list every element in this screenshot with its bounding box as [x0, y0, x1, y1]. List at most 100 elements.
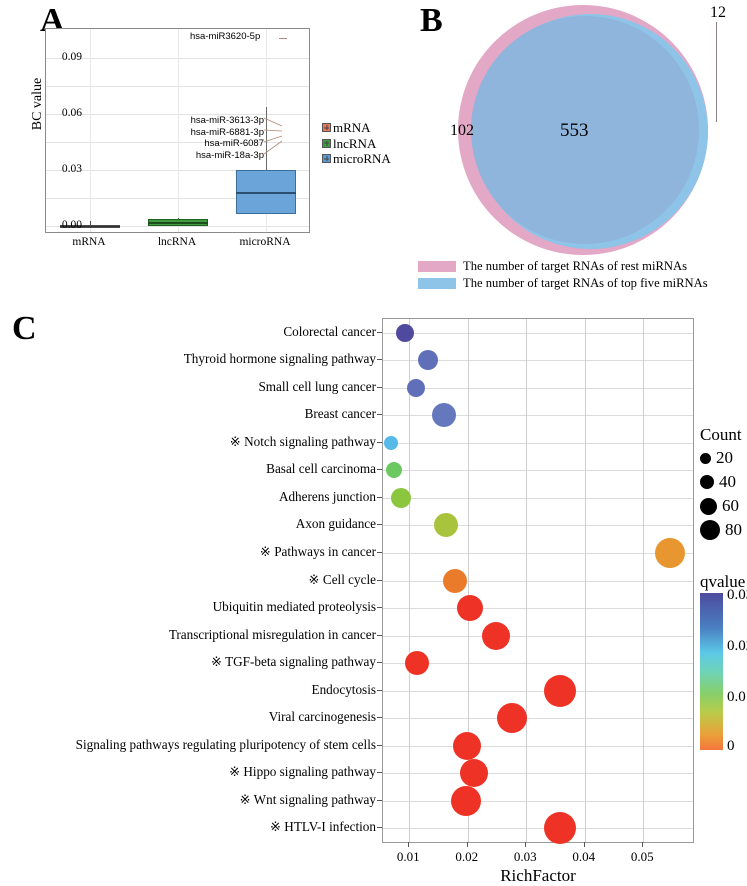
- axis-tick-mark: [408, 842, 410, 847]
- bubble-point[interactable]: [451, 785, 482, 816]
- bubble-point[interactable]: [390, 487, 411, 508]
- bubble-point[interactable]: [452, 731, 481, 760]
- gridline-h: [383, 470, 693, 472]
- axis-tick-mark: [377, 359, 382, 361]
- panel-b-venn: B 102 553 12 The number of target RNAs o…: [400, 0, 747, 300]
- legend-item-top-five: The number of target RNAs of top five mi…: [418, 275, 708, 292]
- qvalue-tick: 0.02: [727, 638, 747, 654]
- count-legend-item: 20: [700, 448, 742, 468]
- category-label: Breast cancer: [304, 406, 376, 422]
- gridline-h: [46, 58, 309, 59]
- venn-count-top-five: 12: [710, 4, 726, 21]
- gridline-v: [409, 319, 411, 842]
- bubble-point[interactable]: [434, 513, 459, 538]
- bubble-point[interactable]: [431, 403, 456, 428]
- bubble-point[interactable]: [543, 812, 576, 845]
- category-label: ※ Wnt signaling pathway: [239, 791, 376, 807]
- gridline-h: [383, 773, 693, 775]
- bubble-point[interactable]: [418, 350, 438, 371]
- gridline-h: [383, 718, 693, 720]
- legend-swatch-icon: [418, 278, 456, 289]
- gridline-h: [383, 690, 693, 692]
- axis-tick-mark: [377, 607, 382, 608]
- panel-c-count-legend: Count 20 40 60 80: [700, 425, 742, 544]
- bubble-point[interactable]: [496, 703, 527, 734]
- panel-a-outlier-label-top: hsa-miR3620-5p: [190, 31, 261, 42]
- category-label: ※ HTLV-I infection: [269, 819, 376, 835]
- category-label: Ubiquitin mediated proteolysis: [212, 599, 376, 614]
- axis-tick-mark: [377, 524, 382, 526]
- bubble-point[interactable]: [457, 595, 484, 621]
- xaxis-tick-label: 0.02: [455, 849, 479, 864]
- gridline-h: [383, 387, 693, 389]
- legend-item-mrna: mRNA: [322, 120, 391, 136]
- median-microrna: [236, 192, 296, 194]
- legend-label: The number of target RNAs of top five mi…: [463, 276, 708, 290]
- panel-a-ytick: 0.09: [61, 51, 82, 63]
- panel-b-legend: The number of target RNAs of rest miRNAs…: [418, 258, 708, 292]
- whisker-mrna: [90, 221, 91, 227]
- bubble-point[interactable]: [396, 323, 415, 342]
- axis-tick-mark: [525, 842, 527, 847]
- bubble-point[interactable]: [543, 674, 576, 707]
- xaxis-tick-label: 0.01: [396, 849, 420, 864]
- gridline-h: [383, 497, 693, 499]
- category-label: ※ TGF-beta signaling pathway: [211, 654, 376, 670]
- legend-swatch-icon: [418, 261, 456, 272]
- legend-swatch-icon: [322, 154, 331, 164]
- bubble-point[interactable]: [404, 651, 429, 676]
- bubble-point[interactable]: [407, 378, 426, 397]
- bubble-point[interactable]: [384, 435, 399, 450]
- xaxis-tick-label: 0.04: [572, 849, 596, 864]
- panel-a-xtick: mRNA: [72, 236, 106, 248]
- bubble-point[interactable]: [385, 462, 402, 479]
- panel-c-letter: C: [12, 310, 37, 347]
- axis-tick-mark: [377, 744, 382, 746]
- count-legend-label: 80: [725, 520, 742, 539]
- category-label: Transcriptional misregulation in cancer: [168, 626, 376, 642]
- qvalue-tick: 0.01: [727, 689, 747, 705]
- legend-label: microRNA: [333, 151, 391, 166]
- panel-a-outlier-label: hsa-miR-18a-3p: [195, 149, 264, 161]
- bubble-point[interactable]: [459, 759, 488, 788]
- gridline-v: [584, 319, 586, 842]
- category-label: Endocytosis: [311, 681, 376, 697]
- leader-lines-group: [263, 117, 283, 155]
- legend-item-microrna: microRNA: [322, 151, 391, 167]
- count-legend-item: 60: [700, 496, 742, 516]
- axis-tick-mark: [377, 386, 382, 388]
- gridline-h: [383, 360, 693, 362]
- category-label: ※ Hippo signaling pathway: [229, 764, 376, 780]
- gridline-v: [643, 319, 645, 842]
- count-legend-dot-icon: [700, 475, 714, 489]
- category-label: Colorectal cancer: [283, 323, 376, 339]
- count-legend-label: 20: [716, 448, 733, 467]
- qvalue-tick: 0.03: [727, 587, 747, 603]
- bubble-point[interactable]: [481, 621, 510, 650]
- legend-swatch-icon: [322, 138, 331, 148]
- panel-c-plot-area: [382, 318, 694, 845]
- category-label: Adherens junction: [278, 488, 376, 504]
- axis-tick-mark: [377, 662, 382, 664]
- axis-tick-mark: [377, 689, 382, 691]
- panel-c-bubble-plot: C Colorectal cancer Thyroid hormone signa…: [0, 300, 747, 885]
- bubble-point[interactable]: [442, 568, 467, 593]
- venn-diagram: 102 553 12: [400, 0, 747, 258]
- bubble-point[interactable]: [654, 538, 685, 568]
- count-legend-label: 40: [719, 472, 736, 491]
- panel-a-ytick: 0.06: [61, 107, 82, 119]
- xaxis-tick-label: 0.03: [513, 849, 537, 864]
- venn-count-overlap: 553: [560, 120, 589, 141]
- gridline-v: [526, 319, 528, 842]
- gridline-h: [46, 170, 309, 171]
- gridline-h: [46, 226, 309, 227]
- leader-line: [279, 38, 287, 39]
- panel-a-outlier-label: hsa-miR-3613-3p: [190, 115, 264, 126]
- axis-tick-mark: [377, 469, 382, 471]
- count-legend-dot-icon: [700, 452, 711, 464]
- xaxis-tick-label: 0.05: [630, 849, 654, 864]
- panel-a-boxplot: A 0.09 0.06 0.03 0.00 BC value mRNA lncR…: [0, 0, 400, 300]
- qvalue-tick: 0: [727, 738, 735, 754]
- gridline-h: [46, 114, 309, 115]
- axis-tick-mark: [377, 414, 382, 416]
